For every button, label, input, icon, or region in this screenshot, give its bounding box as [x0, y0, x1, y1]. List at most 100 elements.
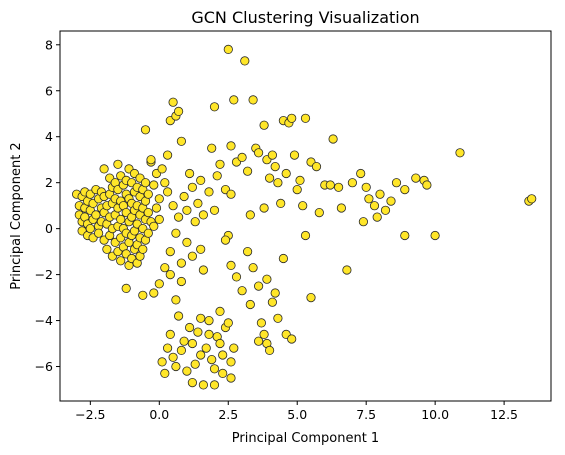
data-point — [218, 350, 228, 360]
data-point — [248, 95, 258, 105]
data-point — [400, 230, 410, 241]
data-point — [198, 210, 208, 220]
data-point — [201, 343, 211, 353]
data-point — [259, 120, 269, 130]
data-point — [375, 189, 385, 199]
data-point — [243, 166, 253, 176]
scatter-points — [72, 44, 537, 390]
data-point — [356, 168, 366, 179]
data-point — [91, 210, 101, 220]
data-point — [176, 276, 186, 287]
data-point — [358, 217, 368, 227]
data-point — [273, 313, 283, 323]
data-point — [196, 175, 206, 185]
data-point — [185, 322, 195, 333]
y-tick-label: 0 — [45, 221, 53, 236]
data-point — [151, 203, 162, 213]
data-point — [160, 263, 170, 273]
data-point — [168, 97, 178, 107]
data-point — [149, 288, 159, 298]
data-point — [179, 191, 189, 202]
data-point — [176, 258, 186, 268]
data-point — [182, 205, 192, 215]
data-point — [113, 159, 123, 169]
data-point — [278, 253, 288, 264]
data-point — [245, 210, 255, 220]
x-axis-label: Principal Component 1 — [232, 431, 379, 446]
data-point — [336, 203, 346, 213]
data-point — [245, 299, 255, 310]
data-point — [196, 244, 206, 254]
data-point — [196, 313, 206, 323]
data-point — [198, 265, 208, 275]
data-point — [273, 178, 283, 188]
data-point — [207, 354, 217, 365]
y-tick-label: −4 — [35, 313, 53, 328]
data-point — [215, 159, 225, 169]
data-point — [165, 247, 175, 257]
data-point — [143, 228, 153, 238]
data-point — [287, 113, 297, 123]
data-point — [209, 364, 220, 374]
data-point — [121, 283, 131, 293]
data-point — [287, 334, 297, 344]
data-point — [179, 336, 189, 346]
data-point — [165, 329, 175, 339]
data-point — [157, 357, 167, 367]
data-point — [215, 306, 225, 316]
y-axis-label: Principal Component 2 — [9, 142, 24, 289]
data-point — [149, 180, 159, 190]
data-point — [163, 150, 173, 160]
data-point — [140, 125, 151, 135]
data-point — [223, 44, 233, 55]
data-point — [215, 338, 225, 349]
data-point — [226, 260, 236, 270]
data-point — [430, 230, 440, 241]
data-point — [342, 265, 352, 275]
data-point — [182, 237, 192, 247]
data-point — [364, 194, 374, 204]
data-point — [174, 311, 184, 321]
data-point — [328, 134, 338, 144]
x-tick-label: 12.5 — [490, 407, 518, 422]
data-point — [400, 185, 410, 195]
data-point — [298, 201, 308, 211]
data-point — [187, 251, 197, 261]
data-point — [527, 194, 537, 204]
data-point — [314, 208, 324, 218]
data-point — [281, 168, 291, 179]
data-point — [226, 357, 236, 367]
y-tick-label: 8 — [45, 37, 53, 52]
data-point — [226, 373, 236, 383]
y-tick-label: 6 — [45, 83, 53, 98]
data-point — [94, 228, 104, 238]
x-tick-label: 10.0 — [421, 407, 449, 422]
data-point — [422, 180, 432, 190]
data-point — [204, 315, 214, 326]
data-point — [386, 196, 396, 206]
data-point — [163, 343, 173, 353]
data-point — [237, 286, 247, 296]
data-point — [254, 281, 264, 291]
data-point — [333, 182, 344, 192]
data-point — [248, 263, 258, 273]
data-point — [229, 95, 239, 105]
data-point — [300, 230, 311, 241]
data-point — [196, 350, 206, 360]
data-point — [171, 361, 181, 372]
data-point — [176, 136, 186, 146]
data-point — [254, 336, 264, 346]
data-point — [182, 366, 192, 376]
data-point — [270, 162, 280, 172]
data-point — [85, 224, 95, 234]
data-point — [116, 256, 126, 266]
x-tick-label: 2.5 — [218, 407, 238, 422]
y-tick-label: −6 — [35, 359, 53, 374]
data-point — [325, 180, 335, 190]
data-point — [154, 194, 164, 204]
data-point — [264, 345, 275, 355]
data-point — [361, 182, 371, 192]
data-point — [171, 295, 181, 305]
x-tick-label: 0.0 — [149, 407, 169, 422]
plot-frame — [59, 30, 552, 402]
